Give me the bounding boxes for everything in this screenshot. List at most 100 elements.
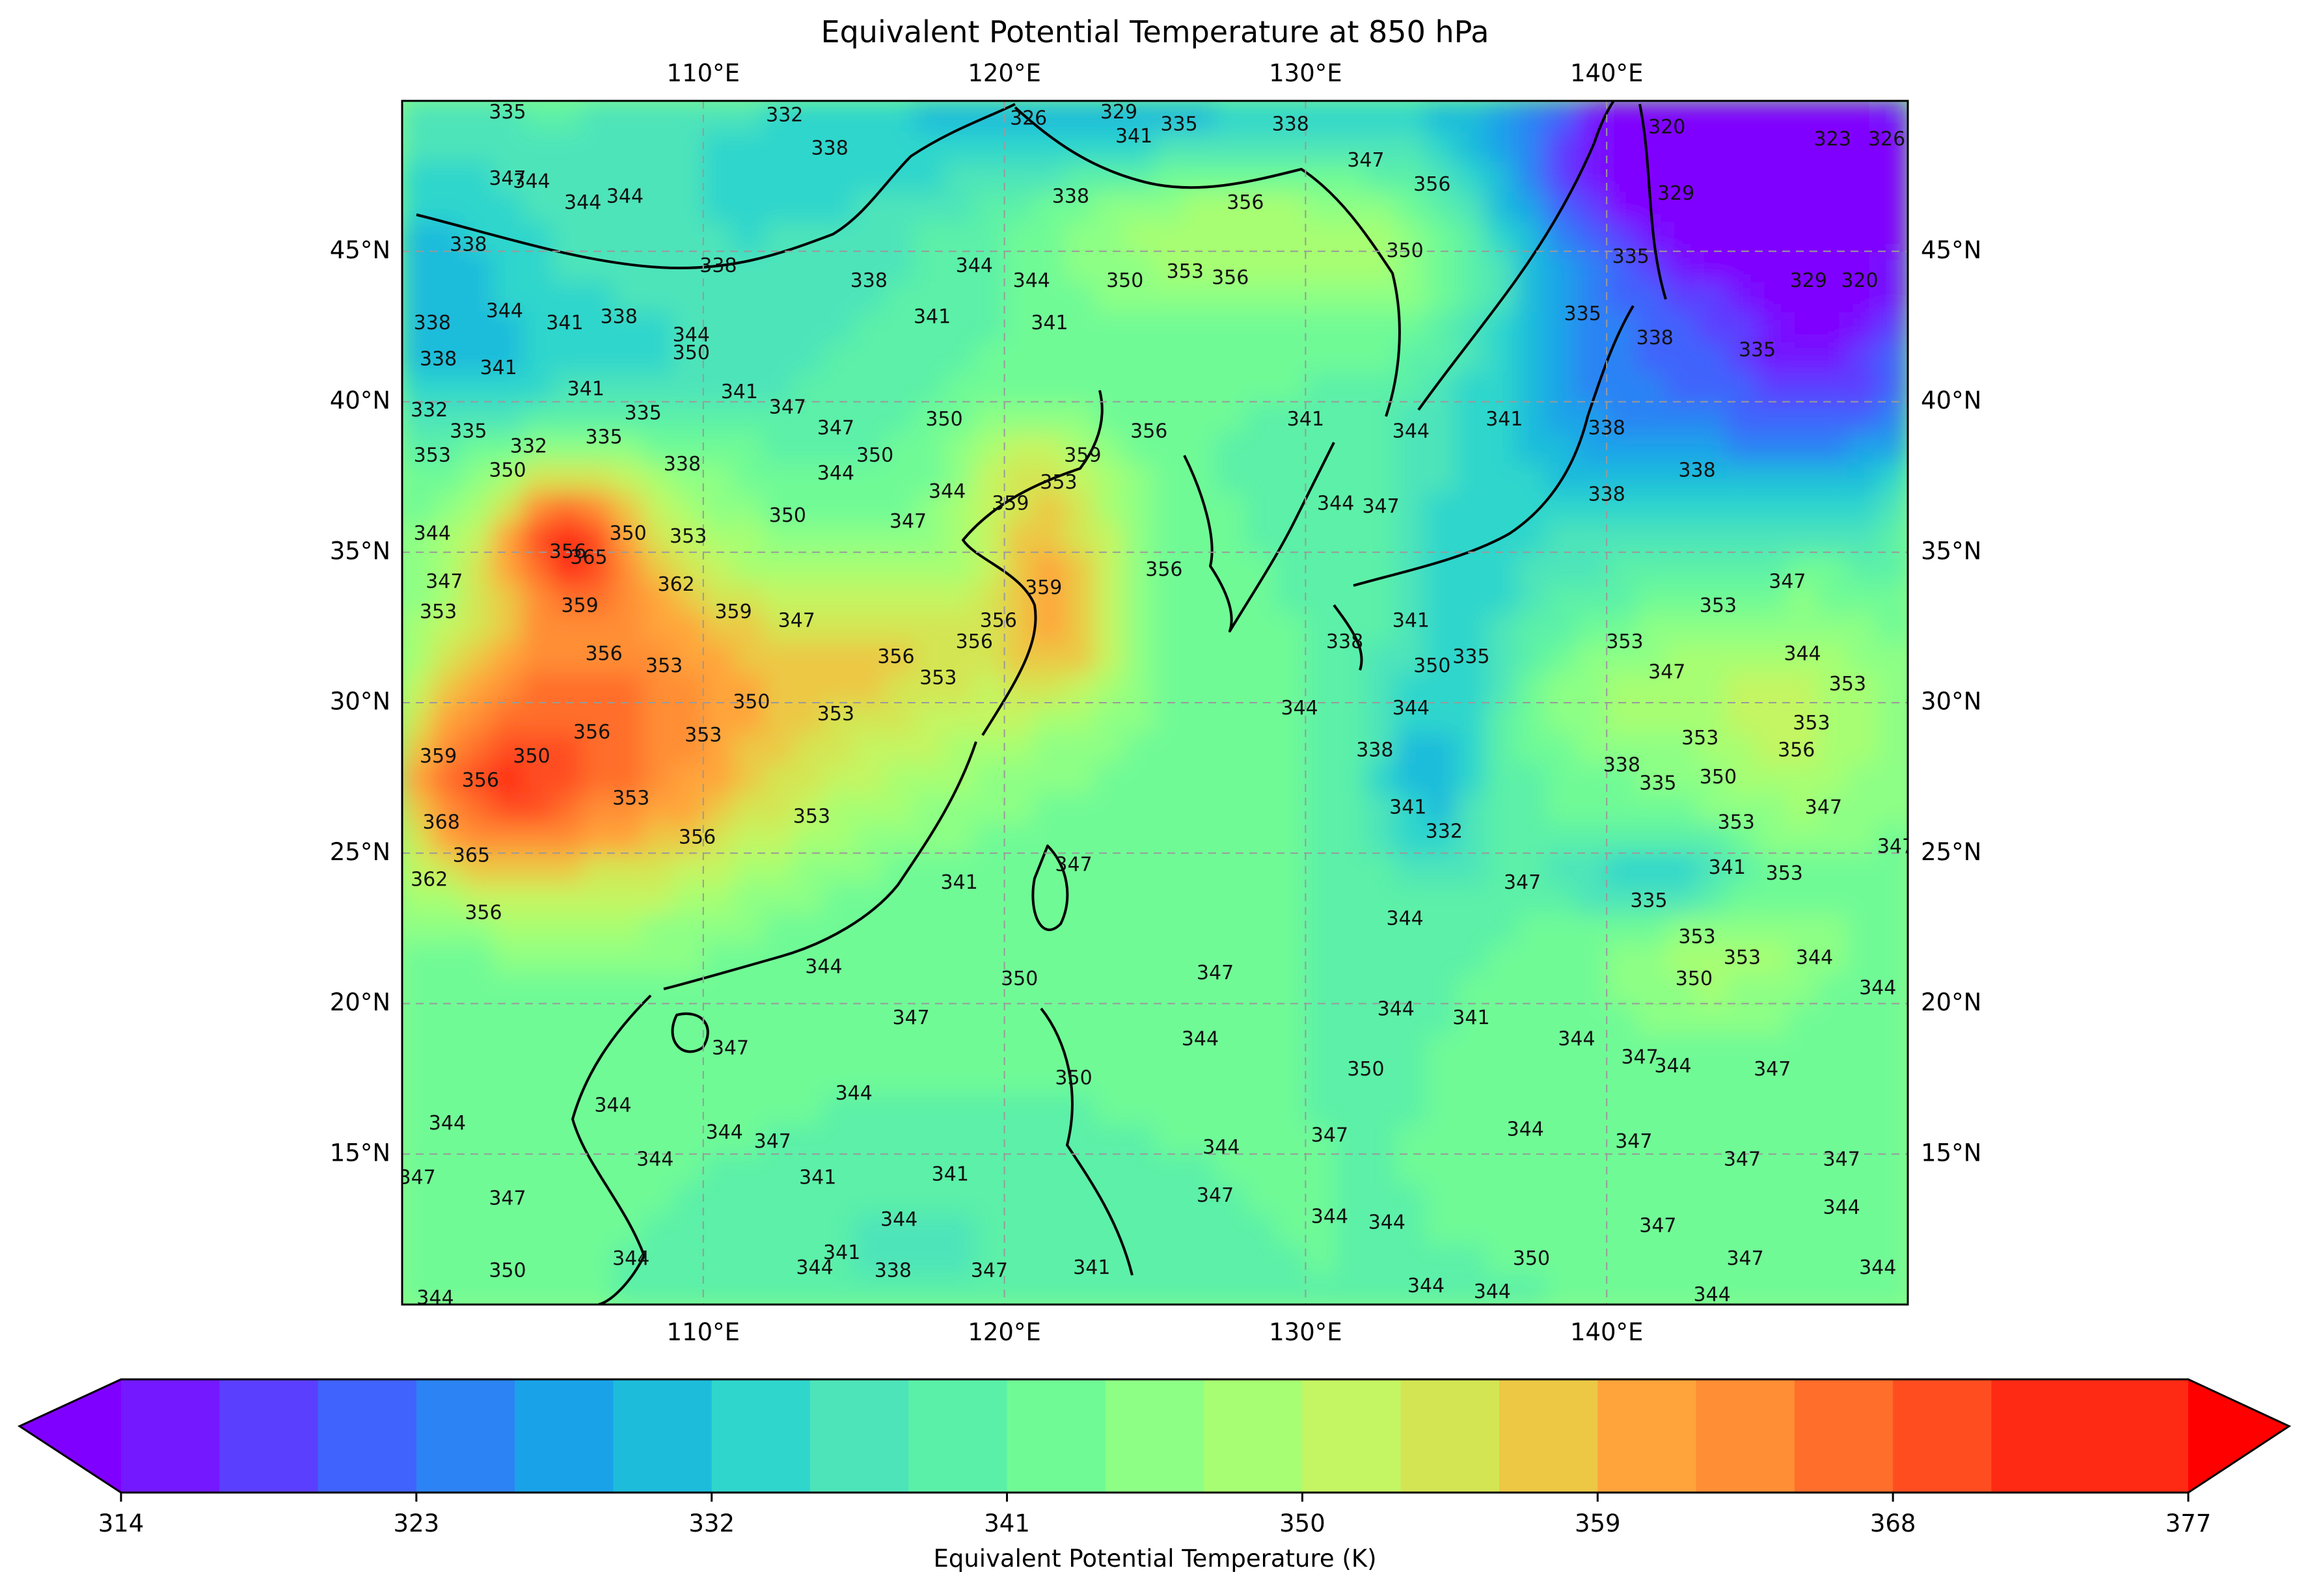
field-cell — [1335, 822, 1366, 854]
map-frame — [401, 100, 1909, 1306]
field-cell — [822, 1183, 855, 1215]
field-cell — [1817, 732, 1849, 764]
contour-label: 335 — [1639, 772, 1676, 794]
field-cell — [1214, 551, 1246, 583]
field-cell — [1636, 1273, 1668, 1305]
field-cell — [1395, 792, 1427, 824]
field-cell — [1124, 1123, 1156, 1155]
field-cell — [1877, 1033, 1908, 1064]
field-cell — [702, 190, 735, 222]
contour-label: 344 — [1281, 697, 1318, 720]
field-cell — [733, 582, 765, 614]
contour-label: 344 — [1317, 492, 1354, 515]
field-cell — [1726, 732, 1758, 764]
field-cell — [1214, 943, 1246, 975]
field-cell — [1636, 912, 1668, 944]
field-cell — [1726, 130, 1758, 162]
field-cell — [1756, 1003, 1788, 1035]
field-cell — [1666, 1183, 1698, 1215]
field-cell — [672, 491, 704, 523]
field-cell — [1154, 431, 1186, 463]
field-cell — [1726, 882, 1758, 914]
field-cell — [1094, 732, 1126, 764]
lat-tick-label-left: 35°N — [330, 537, 390, 565]
field-cell — [402, 491, 433, 523]
field-cell — [402, 1063, 433, 1095]
field-cell — [1184, 371, 1216, 403]
field-cell — [763, 551, 794, 583]
field-cell — [1305, 1243, 1337, 1275]
field-cell — [1335, 1003, 1366, 1035]
field-cell — [612, 1183, 644, 1215]
field-cell — [1275, 310, 1307, 342]
field-cell — [1305, 582, 1337, 614]
field-cell — [1847, 582, 1879, 614]
contour-label: 341 — [1486, 408, 1523, 431]
contour-label: 323 — [1814, 128, 1851, 151]
field-cell — [1003, 943, 1035, 975]
field-cell — [1756, 822, 1788, 854]
field-cell — [642, 762, 674, 794]
field-cell — [1244, 822, 1277, 854]
field-cell — [853, 1273, 885, 1305]
field-cell — [1335, 160, 1366, 192]
field-cell — [702, 702, 735, 734]
field-cell — [1545, 1033, 1577, 1064]
field-cell — [1726, 551, 1758, 583]
field-cell — [822, 1063, 855, 1095]
field-cell — [1094, 671, 1126, 703]
field-cell — [1486, 130, 1517, 162]
field-cell — [642, 792, 674, 824]
field-cell — [1847, 943, 1879, 975]
field-cell — [733, 371, 765, 403]
field-cell — [1335, 1153, 1366, 1185]
field-cell — [1786, 250, 1819, 282]
field-cell — [552, 822, 584, 854]
field-cell — [461, 491, 493, 523]
field-cell — [1425, 943, 1457, 975]
field-cell — [612, 943, 644, 975]
field-cell — [1756, 401, 1788, 433]
field-cell — [733, 551, 765, 583]
field-cell — [913, 551, 945, 583]
field-cell — [431, 280, 463, 312]
field-cell — [1214, 1093, 1246, 1125]
field-cell — [1033, 280, 1066, 312]
field-cell — [1575, 822, 1608, 854]
field-cell — [1244, 671, 1277, 703]
field-cell — [612, 702, 644, 734]
field-cell — [1214, 1063, 1246, 1095]
field-cell — [853, 250, 885, 282]
field-cell — [1786, 1063, 1819, 1095]
field-cell — [1335, 582, 1366, 614]
field-cell — [1364, 310, 1397, 342]
field-cell — [1275, 221, 1307, 252]
field-cell — [1364, 221, 1397, 252]
field-cell — [672, 732, 704, 764]
field-cell — [1575, 702, 1608, 734]
field-cell — [1545, 612, 1577, 643]
field-cell — [1305, 642, 1337, 673]
field-cell — [1154, 1243, 1186, 1275]
field-cell — [1364, 642, 1397, 673]
field-cell — [1094, 1123, 1126, 1155]
field-cell — [1214, 1183, 1246, 1215]
colorbar-tick-label: 314 — [98, 1509, 144, 1537]
field-cell — [1094, 612, 1126, 643]
field-cell — [1636, 852, 1668, 884]
field-cell — [431, 882, 463, 914]
contour-label: 347 — [1055, 853, 1092, 876]
field-cell — [522, 1243, 554, 1275]
field-cell — [1244, 1063, 1277, 1095]
field-cell — [1636, 882, 1668, 914]
field-cell — [1184, 1243, 1216, 1275]
field-cell — [1545, 431, 1577, 463]
field-cell — [1124, 521, 1156, 553]
field-cell — [402, 160, 433, 192]
field-cell — [461, 1033, 493, 1064]
field-cell — [1486, 973, 1517, 1005]
colorbar-segment — [1893, 1379, 1992, 1493]
field-cell — [672, 792, 704, 824]
field-cell — [1154, 762, 1186, 794]
field-cell — [672, 341, 704, 373]
